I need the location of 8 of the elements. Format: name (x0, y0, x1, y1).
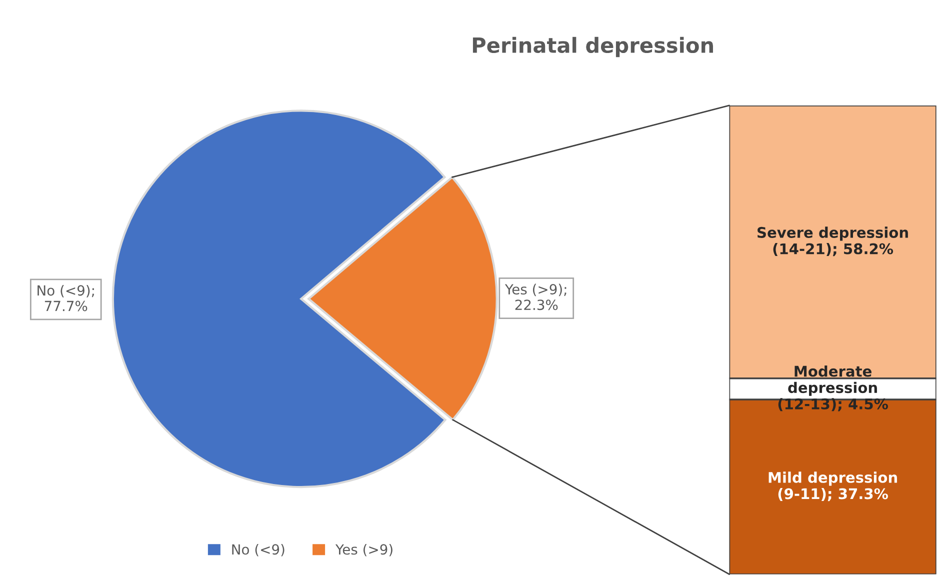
data-label: Mild depression (9-11); 37.3% (768, 472, 897, 502)
data-label: Yes (>9); 22.3% (504, 284, 566, 310)
data-label: Severe depression (14-21); 58.2% (758, 226, 908, 256)
data-label: Moderate depression (12-13); 4.5% (778, 365, 888, 412)
chart-title: Perinatal depression (472, 36, 713, 58)
legend-label: No (<9) (232, 544, 284, 556)
data-label: No (<9); 77.7% (38, 284, 94, 312)
legend-label: Yes (>9) (335, 544, 392, 556)
